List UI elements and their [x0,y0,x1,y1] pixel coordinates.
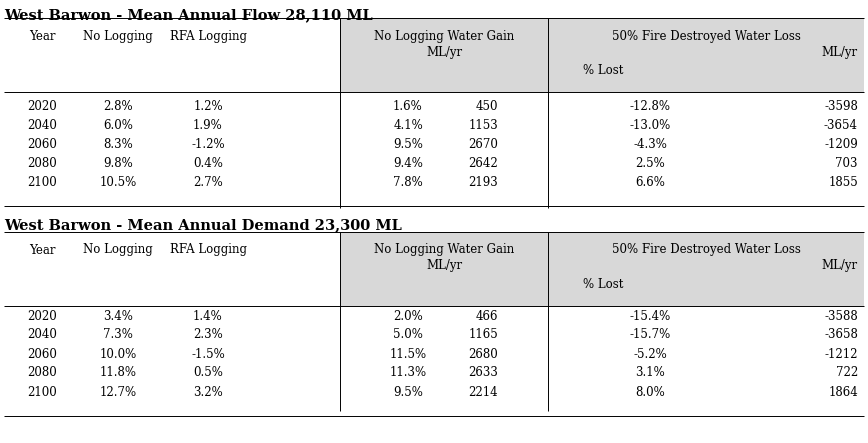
Text: 9.5%: 9.5% [393,137,423,151]
Text: West Barwon - Mean Annual Demand 23,300 ML: West Barwon - Mean Annual Demand 23,300 … [4,218,402,232]
Text: 2214: 2214 [469,385,498,399]
Text: 3.4%: 3.4% [103,310,133,323]
Text: RFA Logging: RFA Logging [169,30,247,43]
Text: 9.4%: 9.4% [393,156,423,170]
Text: 2060: 2060 [27,347,57,361]
Text: 1153: 1153 [468,118,498,132]
Text: 2642: 2642 [468,156,498,170]
Text: ML/yr: ML/yr [426,260,462,272]
Text: No Logging: No Logging [83,244,153,256]
Text: 1864: 1864 [828,385,858,399]
Text: 8.0%: 8.0% [635,385,665,399]
Bar [340,232,864,306]
Text: 11.8%: 11.8% [100,366,136,380]
Text: Year: Year [29,244,56,256]
Text: No Logging Water Gain: No Logging Water Gain [374,30,514,43]
Text: 2080: 2080 [27,366,57,380]
Text: ML/yr: ML/yr [822,260,858,272]
Text: 12.7%: 12.7% [100,385,136,399]
Text: 7.3%: 7.3% [103,329,133,342]
Text: 2.8%: 2.8% [103,100,133,113]
Text: -1.2%: -1.2% [191,137,225,151]
Text: RFA Logging: RFA Logging [169,244,247,256]
Text: 2100: 2100 [27,385,57,399]
Text: -3588: -3588 [825,310,858,323]
Text: 10.5%: 10.5% [99,175,136,189]
Text: ML/yr: ML/yr [822,46,858,58]
Text: 703: 703 [836,156,858,170]
Text: -3598: -3598 [824,100,858,113]
Text: 3.1%: 3.1% [635,366,665,380]
Text: 8.3%: 8.3% [103,137,133,151]
Text: 9.5%: 9.5% [393,385,423,399]
Text: 2633: 2633 [468,366,498,380]
Text: ML/yr: ML/yr [426,46,462,58]
Text: 1.6%: 1.6% [393,100,423,113]
Text: 0.4%: 0.4% [193,156,223,170]
Text: -1212: -1212 [825,347,858,361]
Text: 1165: 1165 [468,329,498,342]
Text: 2060: 2060 [27,137,57,151]
Text: 0.5%: 0.5% [193,366,223,380]
Text: 2680: 2680 [468,347,498,361]
Text: 11.3%: 11.3% [390,366,426,380]
Text: 2040: 2040 [27,329,57,342]
Text: -4.3%: -4.3% [633,137,667,151]
Text: 2670: 2670 [468,137,498,151]
Text: No Logging Water Gain: No Logging Water Gain [374,244,514,256]
Text: -15.7%: -15.7% [629,329,671,342]
Text: 4.1%: 4.1% [393,118,423,132]
Text: 2040: 2040 [27,118,57,132]
Text: -3654: -3654 [824,118,858,132]
Text: 1855: 1855 [828,175,858,189]
Text: West Barwon - Mean Annual Flow 28,110 ML: West Barwon - Mean Annual Flow 28,110 ML [4,8,372,22]
Text: 10.0%: 10.0% [99,347,136,361]
Text: 466: 466 [476,310,498,323]
Text: 9.8%: 9.8% [103,156,133,170]
Text: 50% Fire Destroyed Water Loss: 50% Fire Destroyed Water Loss [612,244,800,256]
Text: 2193: 2193 [468,175,498,189]
Text: -12.8%: -12.8% [629,100,670,113]
Text: 2.7%: 2.7% [193,175,223,189]
Text: -5.2%: -5.2% [633,347,667,361]
Bar [340,18,864,92]
Text: -3658: -3658 [824,329,858,342]
Text: 2.0%: 2.0% [393,310,423,323]
Text: -15.4%: -15.4% [629,310,671,323]
Text: Year: Year [29,30,56,43]
Text: 722: 722 [836,366,858,380]
Text: 2100: 2100 [27,175,57,189]
Text: 2020: 2020 [27,310,57,323]
Text: 6.6%: 6.6% [635,175,665,189]
Text: 1.4%: 1.4% [193,310,223,323]
Text: 50% Fire Destroyed Water Loss: 50% Fire Destroyed Water Loss [612,30,800,43]
Text: 7.8%: 7.8% [393,175,423,189]
Text: 3.2%: 3.2% [193,385,223,399]
Text: 2080: 2080 [27,156,57,170]
Text: 1.9%: 1.9% [193,118,223,132]
Text: 2.3%: 2.3% [193,329,223,342]
Text: 450: 450 [476,100,498,113]
Text: 11.5%: 11.5% [390,347,426,361]
Text: 2.5%: 2.5% [635,156,665,170]
Text: -1.5%: -1.5% [191,347,225,361]
Text: 2020: 2020 [27,100,57,113]
Text: No Logging: No Logging [83,30,153,43]
Text: % Lost: % Lost [582,277,623,291]
Text: 6.0%: 6.0% [103,118,133,132]
Text: 1.2%: 1.2% [194,100,223,113]
Text: % Lost: % Lost [582,63,623,77]
Text: -13.0%: -13.0% [629,118,671,132]
Text: -1209: -1209 [825,137,858,151]
Text: 5.0%: 5.0% [393,329,423,342]
